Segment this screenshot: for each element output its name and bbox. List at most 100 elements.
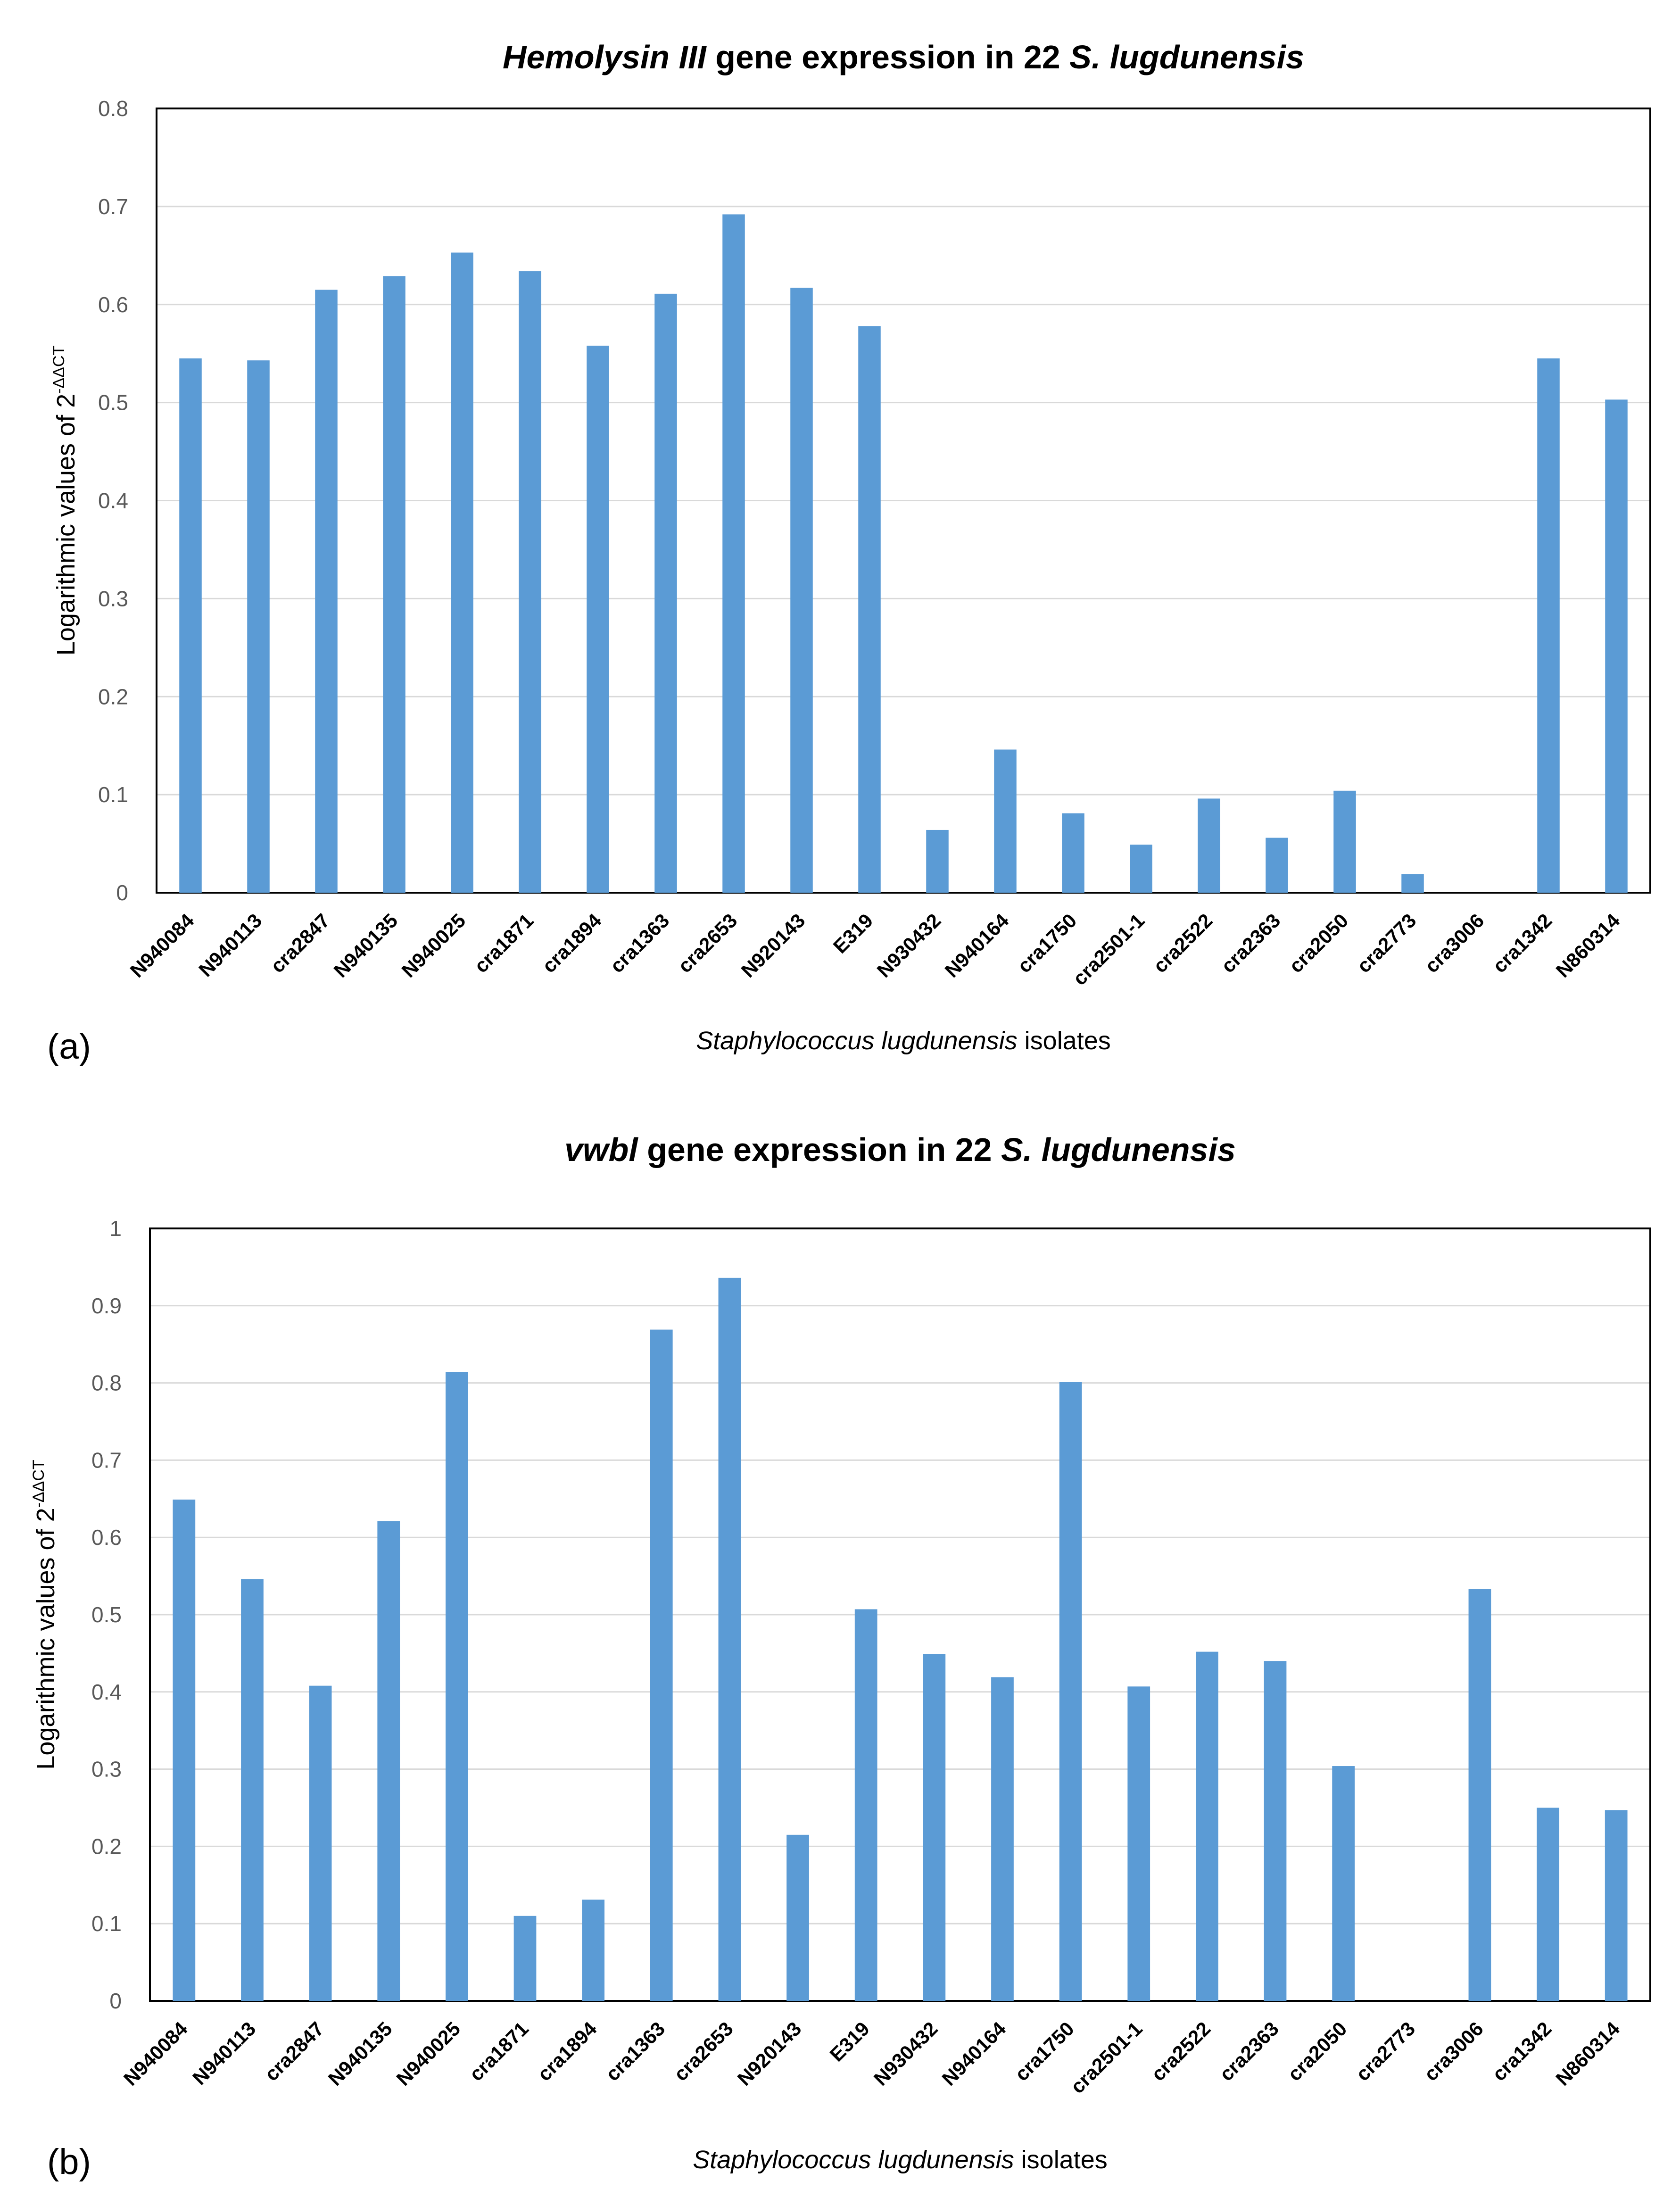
chart-b-xtick-label: cra1871 — [465, 2017, 533, 2085]
chart-a-plot-area — [156, 108, 1651, 894]
chart-b-y-axis-label: Logarithmic values of 2-ΔΔCT — [30, 1460, 60, 1769]
chart-b-xtick-label: cra2653 — [670, 2017, 737, 2085]
chart-b-bar-N940164 — [991, 1677, 1014, 2001]
chart-a-x-axis-label-species: Staphylococcus lugdunensis — [696, 1027, 1017, 1055]
chart-a-title: Hemolysin III gene expression in 22 S. l… — [503, 39, 1304, 75]
chart-a-bar-N940164 — [994, 749, 1017, 893]
chart-a-x-axis-label: Staphylococcus lugdunensis isolates — [696, 1027, 1111, 1055]
chart-b-ytick-label: 0.2 — [91, 1834, 122, 1858]
chart-b-xtick-label: N920143 — [733, 2017, 806, 2090]
chart-b-bar-cra2050 — [1332, 1766, 1355, 2001]
chart-b-xtick-label: cra1894 — [533, 2017, 601, 2085]
chart-b-bar-N920143 — [786, 1834, 809, 2001]
chart-a-xtick-label: E319 — [829, 909, 877, 958]
chart-a-y-axis-label: Logarithmic values of 2-ΔΔCT — [50, 346, 80, 655]
chart-b-bar-N940025 — [445, 1372, 468, 2001]
chart-b-xtick-label: cra1342 — [1488, 2017, 1556, 2085]
chart-b-ytick-label: 0.7 — [91, 1448, 122, 1472]
chart-a-ytick-label: 0.3 — [98, 586, 128, 611]
chart-a-bar-cra1342 — [1537, 358, 1560, 893]
chart-a-bar-cra1363 — [654, 293, 677, 893]
chart-b-bar-cra3006 — [1468, 1589, 1491, 2001]
chart-b-xtick-label: N940113 — [188, 2017, 260, 2089]
chart-a-bar-cra1894 — [587, 346, 609, 893]
chart-b-xtick-label: cra2501-1 — [1066, 2017, 1146, 2098]
chart-b-bar-cra2522 — [1195, 1651, 1218, 2001]
chart-a-xtick-label: cra2653 — [673, 909, 741, 977]
chart-a-xtick-label: cra1342 — [1488, 909, 1556, 977]
chart-a-ytick-label: 0.1 — [98, 782, 128, 807]
chart-b-xtick-label: E319 — [825, 2017, 874, 2066]
chart-a-xtick-label: N860314 — [1552, 909, 1624, 982]
chart-a-xtick-label: cra1894 — [538, 909, 605, 977]
chart-b-xtick-label: cra2050 — [1283, 2017, 1351, 2085]
chart-a-bar-cra2653 — [722, 214, 745, 893]
chart-a-ytick-label: 0.2 — [98, 684, 128, 709]
chart-b-bar-N860314 — [1605, 1810, 1628, 2001]
chart-a-bar-E319 — [858, 326, 881, 893]
chart-b-xtick-label: N860314 — [1551, 2017, 1624, 2090]
chart-a-xtick-label: cra3006 — [1420, 909, 1488, 977]
chart-a-bar-cra2522 — [1198, 798, 1220, 893]
chart-b-bar-N940135 — [377, 1521, 400, 2001]
chart-a-xtick-label: cra2363 — [1217, 909, 1284, 977]
chart-a-xtick-label: cra2522 — [1149, 909, 1217, 977]
chart-a-bar-N860314 — [1605, 399, 1628, 893]
chart-a-ytick-label: 0 — [116, 880, 128, 905]
chart-a-xtick-label: cra1750 — [1013, 909, 1081, 977]
chart-a-bar-cra2050 — [1333, 790, 1356, 893]
chart-b-bar-cra2363 — [1264, 1661, 1287, 2001]
chart-a-ytick-label: 0.4 — [98, 489, 128, 513]
chart-b-y-axis-label-sup: -ΔΔCT — [30, 1460, 48, 1508]
chart-a-panel-label: (a) — [47, 1027, 91, 1067]
chart-a-xtick-label: N940084 — [126, 909, 199, 982]
chart-b-bar-N940113 — [241, 1579, 264, 2001]
chart-a-ytick-label: 0.5 — [98, 390, 128, 415]
chart-a-xtick-label: cra2773 — [1352, 909, 1420, 977]
chart-a-x-axis-label-text: isolates — [1018, 1027, 1111, 1055]
chart-b-xtick-label: cra2363 — [1215, 2017, 1283, 2085]
chart-b-bar-N930432 — [923, 1654, 946, 2001]
chart-b-plot-area — [149, 1227, 1651, 2002]
chart-b-bar-cra1750 — [1059, 1382, 1082, 2001]
chart-b-ytick-label: 0.8 — [91, 1371, 122, 1395]
chart-a-ytick-label: 0.6 — [98, 292, 128, 317]
chart-a-title-species: S. lugdunensis — [1069, 39, 1304, 75]
chart-a-ytick-label: 0.7 — [98, 194, 128, 219]
chart-b-xtick-label: cra1363 — [601, 2017, 669, 2085]
chart-b-x-axis-label-species: Staphylococcus lugdunensis — [693, 2146, 1014, 2174]
chart-a-bar-cra2773 — [1401, 874, 1424, 893]
chart-a-bar-N920143 — [790, 288, 813, 893]
chart-a-xtick-label: cra2501-1 — [1068, 909, 1149, 989]
chart-b: 00.10.20.30.40.50.60.70.80.91N940084N940… — [30, 1131, 1651, 2182]
chart-b-bar-N940084 — [173, 1499, 196, 2001]
chart-b-xtick-label: N940084 — [119, 2017, 192, 2090]
chart-a-bar-N940113 — [247, 360, 270, 893]
chart-a-xtick-label: cra2050 — [1284, 909, 1352, 977]
chart-b-bar-cra1363 — [650, 1329, 673, 2001]
chart-b-ytick-label: 0.5 — [91, 1602, 122, 1627]
chart-a-bar-cra2847 — [315, 290, 338, 893]
chart-b-xtick-label: cra2773 — [1351, 2017, 1419, 2085]
chart-a-xtick-label: N940135 — [330, 909, 402, 982]
chart-b-xtick-label: cra2847 — [260, 2017, 328, 2085]
chart-a-xtick-label: N940164 — [941, 909, 1013, 982]
chart-a-xtick-label: cra1871 — [470, 909, 538, 977]
chart-a-bar-cra1871 — [519, 271, 541, 893]
chart-b-bar-cra2847 — [309, 1685, 332, 2001]
chart-a-bar-cra1750 — [1062, 813, 1084, 893]
chart-a-bar-N940135 — [383, 276, 406, 893]
chart-b-xtick-label: cra1750 — [1010, 2017, 1078, 2085]
chart-b-panel-label: (b) — [47, 2142, 91, 2182]
chart-b-xtick-label: N940135 — [324, 2017, 397, 2090]
chart-a-xtick-label: cra1363 — [605, 909, 673, 977]
chart-b-ytick-label: 0 — [109, 1989, 122, 2013]
chart-b-title-species: S. lugdunensis — [1001, 1131, 1236, 1168]
chart-b-ytick-label: 0.9 — [91, 1294, 122, 1318]
chart-a-ytick-label: 0.8 — [98, 96, 128, 121]
chart-b-ytick-label: 1 — [109, 1216, 122, 1241]
chart-b-ytick-label: 0.3 — [91, 1757, 122, 1782]
chart-b-title-text: gene expression in 22 — [638, 1131, 1001, 1168]
chart-a-bar-N940084 — [179, 358, 202, 893]
chart-b-xtick-label: N940025 — [392, 2017, 464, 2090]
